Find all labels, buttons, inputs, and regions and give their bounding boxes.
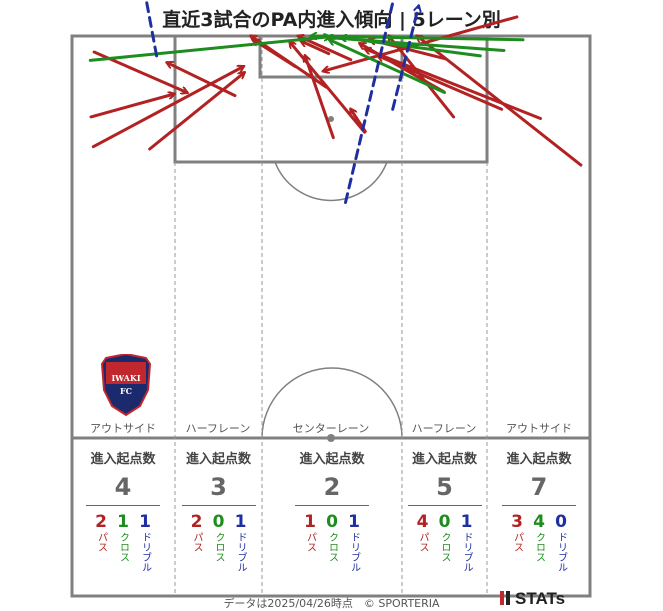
brand-logo: STATs bbox=[500, 589, 565, 609]
dribble-label: ドリブル bbox=[555, 532, 567, 572]
dribble-label: ドリブル bbox=[461, 532, 472, 572]
lane-stats-center: 進入起点数 2 1 パス 0 クロス 1 ドリブル bbox=[262, 448, 402, 572]
pass-arrow bbox=[365, 49, 542, 120]
cross-label: クロス bbox=[213, 532, 224, 562]
pass-arrow bbox=[91, 67, 243, 149]
stats-total: 5 bbox=[436, 473, 453, 501]
center-spot bbox=[327, 434, 335, 442]
crest-text-iwaki: IWAKI bbox=[111, 373, 140, 383]
stats-total: 4 bbox=[114, 473, 132, 501]
stats-total: 7 bbox=[530, 473, 548, 501]
stats-label: 進入起点数 bbox=[506, 452, 572, 467]
cross-count: 0 bbox=[326, 512, 338, 532]
stats-label: 進入起点数 bbox=[185, 452, 251, 467]
stats-label: 進入起点数 bbox=[299, 452, 365, 467]
penalty-spot bbox=[328, 116, 334, 122]
pass-arrow bbox=[305, 56, 335, 140]
dribble-arrow bbox=[344, 0, 395, 204]
cross-label: クロス bbox=[326, 532, 338, 562]
lane-stats-left-half: 進入起点数 3 2 パス 0 クロス 1 ドリブル bbox=[175, 448, 262, 572]
dribble-label: ドリブル bbox=[235, 532, 246, 572]
stats-label: 進入起点数 bbox=[90, 452, 156, 467]
pass-count: 3 bbox=[511, 512, 523, 532]
brand-mark-icon bbox=[500, 591, 504, 605]
lane-dividers bbox=[174, 36, 488, 596]
footer-note: データは2025/04/26時点 © SPORTERIA bbox=[223, 597, 440, 610]
lane-name-right-half: ハーフレーン bbox=[412, 422, 477, 435]
cross-label: クロス bbox=[439, 532, 450, 562]
cross-count: 0 bbox=[212, 512, 225, 532]
brand-text: STATs bbox=[515, 589, 566, 608]
pass-arrow bbox=[167, 63, 237, 98]
dribble-arrow bbox=[391, 6, 419, 111]
cross-arrow bbox=[330, 40, 446, 94]
stats-total: 3 bbox=[210, 473, 227, 501]
lane-stats-left-outside: 進入起点数 4 2 パス 1 クロス 1 ドリブル bbox=[78, 448, 168, 572]
cross-arrow bbox=[88, 37, 329, 62]
pass-arrow bbox=[89, 94, 174, 119]
pass-arrow bbox=[378, 56, 504, 111]
pass-count: 2 bbox=[95, 512, 107, 532]
lane-name-left-outside: アウトサイド bbox=[90, 422, 156, 435]
lane-stats-right-outside: 進入起点数 7 3 パス 4 クロス 0 ドリブル bbox=[492, 448, 586, 572]
pass-label: パス bbox=[95, 532, 107, 552]
dribble-count: 1 bbox=[234, 512, 247, 532]
lane-name-left-half: ハーフレーン bbox=[186, 422, 251, 435]
dribble-count: 0 bbox=[555, 512, 567, 532]
dribble-count: 1 bbox=[348, 512, 360, 532]
pass-count: 2 bbox=[190, 512, 203, 532]
pass-label: パス bbox=[511, 532, 523, 552]
penalty-arc bbox=[274, 161, 388, 202]
pass-label: パス bbox=[191, 532, 202, 552]
pass-label: パス bbox=[417, 532, 428, 552]
crest-text-fc: FC bbox=[120, 386, 132, 396]
cross-count: 4 bbox=[533, 512, 545, 532]
lane-name-right-outside: アウトサイド bbox=[506, 422, 572, 435]
pass-count: 1 bbox=[304, 512, 316, 532]
cross-label: クロス bbox=[117, 532, 129, 562]
team-crest-icon: IWAKI FC bbox=[100, 354, 152, 416]
lane-stats-right-half: 進入起点数 5 4 パス 0 クロス 1 ドリブル bbox=[402, 448, 487, 572]
lane-name-center: センターレーン bbox=[293, 422, 369, 435]
dribble-arrow bbox=[144, 0, 159, 58]
cross-label: クロス bbox=[533, 532, 545, 562]
pass-label: パス bbox=[304, 532, 316, 552]
dribble-label: ドリブル bbox=[348, 532, 360, 572]
pass-arrow bbox=[417, 36, 583, 167]
entry-arrows bbox=[88, 0, 583, 204]
cross-arrow bbox=[341, 38, 482, 58]
dribble-count: 1 bbox=[460, 512, 473, 532]
pass-count: 4 bbox=[416, 512, 429, 532]
pass-arrow bbox=[301, 41, 331, 56]
dribble-count: 1 bbox=[139, 512, 151, 532]
center-circle bbox=[261, 367, 403, 439]
stats-label: 進入起点数 bbox=[411, 452, 477, 467]
stats-total: 2 bbox=[323, 473, 341, 501]
cross-count: 1 bbox=[117, 512, 129, 532]
pass-arrow bbox=[148, 73, 245, 151]
pass-arrow bbox=[290, 42, 366, 134]
dribble-label: ドリブル bbox=[139, 532, 151, 572]
cross-count: 0 bbox=[438, 512, 451, 532]
